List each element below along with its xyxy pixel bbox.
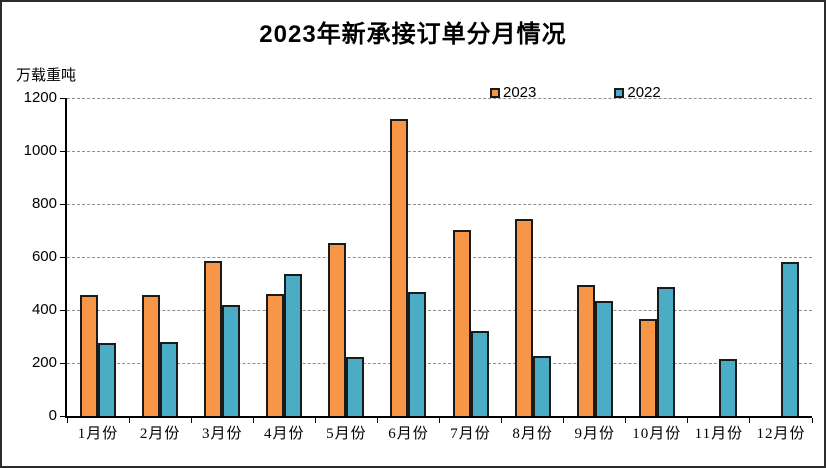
- y-axis-tick-1200: [60, 97, 65, 99]
- bar-2023-9月份: [576, 284, 595, 416]
- y-axis-unit-label: 万载重吨: [16, 68, 77, 84]
- x-axis-tick-1: [128, 418, 130, 423]
- x-axis-tick-7: [501, 418, 503, 423]
- y-axis-tick-0: [60, 415, 65, 417]
- gridline-1200: [67, 97, 812, 99]
- bar-2022-11月份: [718, 359, 737, 416]
- legend-label-2022: 2022: [627, 84, 661, 101]
- x-axis-label-12月份: 12月份: [756, 426, 806, 442]
- bar-2022-1月份: [98, 343, 117, 416]
- bar-2023-4月份: [266, 294, 285, 416]
- y-axis-label-1000: 1000: [23, 142, 57, 159]
- gridline-200: [67, 362, 812, 364]
- x-axis-tick-3: [252, 418, 254, 423]
- bar-2022-8月份: [532, 355, 551, 416]
- x-axis-tick-6: [439, 418, 440, 423]
- y-axis-tick-600: [60, 256, 65, 258]
- bar-2022-7月份: [470, 331, 489, 416]
- legend-swatch-2022: [614, 87, 625, 98]
- bar-2023-3月份: [204, 260, 223, 416]
- x-axis-label-11月份: 11月份: [694, 426, 744, 442]
- bar-2023-5月份: [328, 243, 347, 416]
- y-axis-tick-800: [60, 203, 65, 205]
- bar-2022-12月份: [780, 261, 799, 416]
- x-axis-label-7月份: 7月份: [450, 426, 491, 442]
- x-axis-label-10月份: 10月份: [632, 426, 682, 442]
- bar-2022-2月份: [160, 341, 179, 416]
- x-axis-tick-0: [66, 418, 68, 423]
- y-axis-label-1200: 1200: [23, 89, 57, 106]
- x-axis-label-1月份: 1月份: [77, 426, 119, 442]
- x-axis-label-8月份: 8月份: [512, 426, 553, 442]
- x-axis-tick-5: [376, 418, 378, 423]
- gridline-800: [67, 203, 812, 205]
- legend-swatch-2023: [490, 87, 500, 98]
- gridline-1000: [67, 150, 812, 152]
- bar-2022-10月份: [656, 286, 675, 416]
- bar-2022-6月份: [408, 291, 427, 416]
- gridline-600: [67, 256, 812, 258]
- bar-2023-6月份: [390, 119, 409, 416]
- x-axis-tick-8: [563, 418, 565, 423]
- plot-area: 0 200 400 600 800 1000 1200 1月份 2月份 3月份 4月份 5月份 6月份 7…: [24, 90, 813, 442]
- y-axis-label-0: 0: [48, 407, 57, 424]
- y-axis-label-600: 600: [31, 248, 57, 265]
- bar-2023-2月份: [142, 294, 161, 416]
- bar-2022-3月份: [222, 304, 241, 416]
- gridline-400: [67, 309, 812, 311]
- y-axis-tick-400: [60, 309, 65, 311]
- y-axis-label-400: 400: [31, 301, 57, 318]
- bar-2023-1月份: [80, 295, 99, 416]
- x-axis-label-5月份: 5月份: [326, 426, 367, 442]
- bar-2022-9月份: [594, 301, 613, 416]
- x-axis-tick-11: [749, 418, 751, 423]
- legend-label-2023: 2023: [503, 84, 537, 101]
- bar-2023-10月份: [638, 319, 657, 416]
- legend: 2023 2022: [490, 84, 661, 101]
- chart-title: 2023年新承接订单分月情况: [259, 21, 567, 48]
- x-axis-label-9月份: 9月份: [574, 426, 615, 442]
- bar-2023-7月份: [452, 230, 471, 416]
- x-axis-tick-9: [625, 418, 627, 423]
- x-axis-tick-12: [811, 418, 813, 423]
- y-axis-tick-200: [60, 362, 65, 364]
- bar-2022-4月份: [284, 273, 303, 416]
- x-axis-label-2月份: 2月份: [139, 426, 181, 442]
- y-axis-label-200: 200: [31, 354, 57, 371]
- bar-2023-8月份: [514, 218, 533, 416]
- bar-2022-5月份: [346, 356, 365, 416]
- x-axis-tick-2: [190, 418, 192, 423]
- x-axis-label-4月份: 4月份: [264, 426, 305, 442]
- x-axis-label-3月份: 3月份: [201, 426, 243, 442]
- y-axis-label-800: 800: [31, 195, 57, 212]
- legend-item-2022: 2022: [614, 84, 661, 101]
- legend-item-2023: 2023: [490, 84, 536, 101]
- x-axis-tick-4: [314, 418, 316, 423]
- y-axis-tick-1000: [60, 150, 65, 152]
- x-axis-tick-10: [687, 418, 689, 423]
- x-axis-label-6月份: 6月份: [388, 426, 429, 442]
